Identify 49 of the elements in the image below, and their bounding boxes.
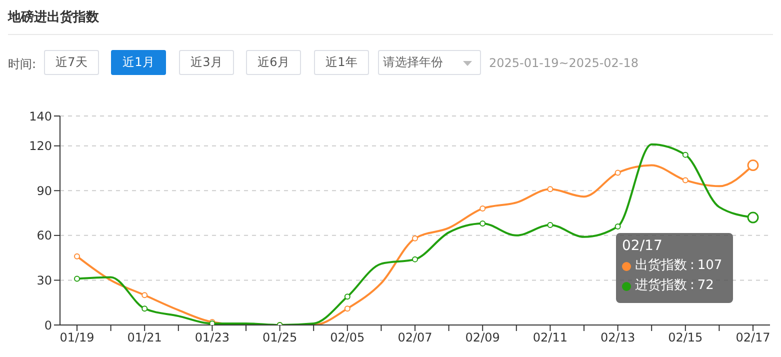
point [142,292,148,298]
point [682,177,688,184]
point [614,170,621,176]
annotation: 107 [697,257,722,275]
x-tick-label: 02/05 [330,330,365,345]
point [344,306,350,312]
point [74,253,80,260]
x-tick-label: 01/21 [127,330,162,345]
point [74,276,80,282]
legend-label: 进货指数 [635,277,687,295]
point [547,222,554,228]
annotation: : [690,257,694,275]
chart-title: 地磅进出货指数 [8,8,99,26]
y-tick-label: 120 [29,139,52,154]
point [344,294,350,300]
point [412,235,418,242]
y-tick-label: 60 [36,228,52,243]
point [547,186,554,192]
text: 2025-01-19~2025-02-18 [489,56,639,70]
category-label: 02/17 [622,238,662,254]
point [682,152,688,158]
text: : [690,278,694,293]
point [614,223,621,230]
y-tick-label: 90 [36,184,52,198]
x-tick-label: 01/25 [262,330,298,345]
y-tick-label: 140 [29,109,52,124]
point [142,306,148,312]
point [480,206,486,212]
y-tick-label: 0 [44,318,52,332]
x-tick-label: 02/15 [668,330,703,345]
x-tick-label: 01/23 [194,330,230,345]
x-tick-label: 02/11 [532,330,568,345]
text: 近3月 [179,50,234,75]
x-tick-label: 02/09 [465,330,500,345]
text: 近6月 [246,50,301,75]
x-tick-label: 01/19 [60,330,94,345]
point [480,220,486,226]
text: 近1年 [314,50,369,75]
x-tick-label: 02/13 [600,330,636,345]
annotation: 72 [697,277,714,295]
text: 近7天 [44,50,99,75]
legend-label: 出货指数 [635,257,687,275]
point [412,256,418,262]
x-tick-label: 02/07 [398,330,432,345]
y-tick-label: 30 [36,273,52,288]
text: 近1月 [111,50,166,75]
x-tick-label: 02/17 [736,330,770,345]
text: 请选择年份 [378,50,481,75]
text: 时间: [8,56,36,73]
